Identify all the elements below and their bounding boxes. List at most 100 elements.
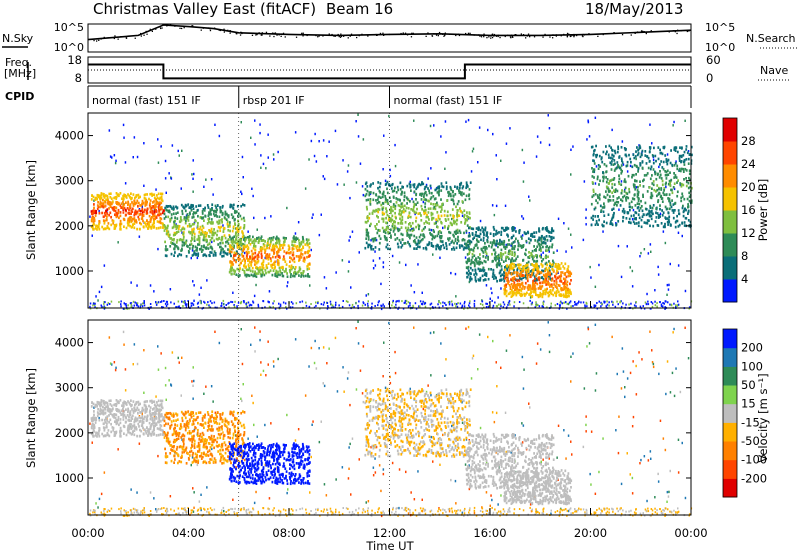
power-cell: [578, 300, 580, 303]
power-cell: [629, 221, 632, 224]
power-cell: [683, 209, 685, 213]
power-cell: [183, 216, 186, 219]
power-cell: [447, 238, 450, 242]
power-cell: [509, 287, 512, 291]
power-cell: [142, 201, 145, 205]
power-cell: [254, 239, 257, 243]
power-cell: [129, 224, 131, 228]
power-cell: [233, 211, 236, 214]
power-cell: [517, 248, 519, 251]
power-cell: [274, 266, 276, 269]
power-cell: [639, 162, 642, 165]
power-cell: [521, 266, 524, 269]
power-cell: [424, 191, 427, 194]
nsearch-point: [560, 35, 562, 37]
power-cell: [175, 205, 177, 209]
power-cell: [620, 183, 623, 186]
power-cell: [500, 242, 503, 246]
power-cell: [176, 217, 179, 220]
power-cell: [657, 199, 660, 202]
power-cell: [164, 254, 167, 257]
power-cell: [413, 247, 415, 250]
nsearch-point: [103, 37, 105, 39]
power-cell: [368, 216, 371, 220]
power-cell: [482, 246, 485, 250]
nsearch-point: [597, 35, 599, 37]
power-cell: [525, 268, 527, 272]
power-cell: [400, 213, 402, 216]
power-cell: [618, 165, 620, 169]
power-cell: [140, 204, 143, 207]
power-cell: [202, 226, 205, 230]
power-cell: [130, 281, 132, 284]
power-cell: [529, 284, 532, 287]
power-cell: [235, 260, 237, 264]
power-cell: [124, 161, 127, 164]
power-cell: [451, 208, 454, 211]
power-cell: [203, 219, 205, 222]
power-cell: [535, 277, 538, 281]
power-cell: [187, 203, 190, 206]
power-cell: [482, 239, 485, 242]
power-cell: [172, 242, 175, 246]
power-cell: [188, 206, 191, 209]
nsearch-point: [134, 37, 136, 39]
power-cell: [586, 138, 588, 141]
power-cell: [259, 123, 261, 126]
power-cell: [538, 286, 541, 290]
power-cell: [226, 222, 229, 226]
power-cell: [267, 240, 269, 244]
power-cell: [470, 240, 473, 244]
power-cell: [171, 207, 173, 210]
power-cell: [327, 306, 329, 309]
power-cell: [496, 232, 499, 235]
power-cell: [161, 300, 163, 303]
power-cell: [256, 256, 259, 259]
power-cell: [613, 169, 616, 172]
power-cell: [565, 250, 567, 253]
power-cell: [132, 204, 135, 207]
power-cell: [248, 261, 251, 264]
power-cell: [111, 156, 113, 159]
power-cell: [174, 224, 177, 227]
power-cell: [274, 255, 277, 259]
power-cell: [133, 222, 136, 225]
power-cell: [565, 293, 567, 296]
power-cell: [228, 250, 231, 254]
power-cell: [458, 229, 461, 233]
power-cell: [386, 201, 389, 205]
power-cell: [173, 207, 175, 210]
power-cell: [415, 211, 418, 215]
power-cell: [531, 255, 533, 258]
power-cell: [99, 200, 102, 204]
power-cell: [387, 230, 389, 234]
power-cell: [570, 173, 572, 176]
power-cell: [393, 205, 395, 209]
power-cell: [233, 246, 235, 249]
nsearch-point: [555, 35, 557, 37]
nsearch-point: [642, 30, 644, 32]
power-cell: [563, 301, 565, 304]
power-cell: [245, 257, 248, 260]
power-cell: [536, 259, 539, 263]
power-cell: [522, 180, 525, 183]
power-cell: [263, 245, 266, 248]
power-cell: [201, 224, 204, 228]
power-cell: [138, 213, 141, 216]
power-cell: [156, 196, 159, 200]
power-cell: [661, 166, 664, 169]
power-cell: [169, 288, 172, 291]
power-cell: [511, 257, 514, 260]
power-cell: [492, 277, 495, 280]
power-cell: [535, 249, 537, 252]
power-cell: [249, 269, 252, 273]
power-cell: [681, 192, 684, 196]
power-cell: [641, 209, 644, 213]
power-cell: [119, 204, 122, 207]
power-cell: [407, 214, 410, 218]
power-cell: [387, 247, 389, 251]
power-cell: [420, 238, 423, 242]
nsearch-point: [509, 36, 512, 38]
power-cell: [628, 190, 631, 194]
power-cell: [173, 247, 176, 251]
